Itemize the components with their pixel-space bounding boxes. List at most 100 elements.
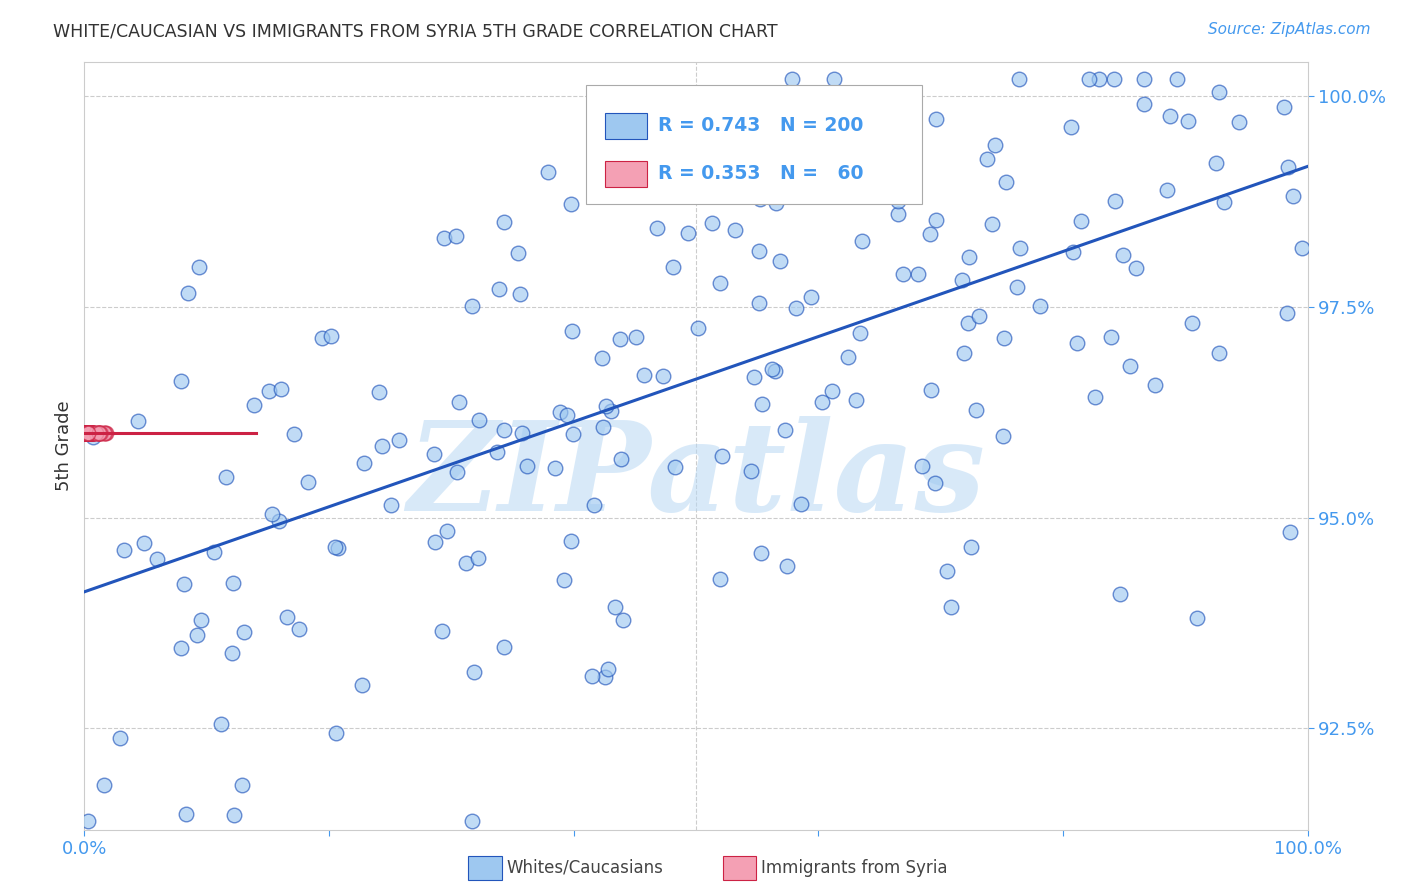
Point	[87, 426, 110, 441]
Point	[423, 535, 446, 549]
Point	[89, 426, 111, 441]
Point	[907, 267, 929, 281]
Point	[1277, 160, 1299, 174]
Point	[209, 717, 232, 731]
Point	[73, 426, 96, 441]
Point	[288, 622, 311, 636]
Point	[773, 423, 796, 437]
Point	[73, 426, 96, 441]
Point	[709, 572, 731, 586]
Point	[995, 175, 1018, 189]
Point	[959, 541, 981, 555]
Point	[82, 426, 104, 441]
Point	[510, 426, 533, 441]
Point	[77, 426, 100, 441]
Point	[368, 385, 391, 400]
Point	[595, 399, 617, 413]
Point	[724, 181, 747, 195]
Point	[75, 426, 97, 441]
Point	[1205, 156, 1227, 170]
Point	[494, 640, 516, 654]
Point	[76, 426, 98, 441]
Point	[75, 426, 97, 441]
Point	[761, 362, 783, 376]
Point	[73, 426, 96, 441]
Point	[94, 426, 117, 441]
Point	[1084, 390, 1107, 404]
Point	[645, 220, 668, 235]
Point	[73, 426, 96, 441]
Point	[583, 498, 606, 512]
Point	[886, 194, 908, 208]
Point	[1005, 280, 1028, 294]
Point	[190, 613, 212, 627]
Point	[467, 551, 489, 566]
Point	[430, 624, 453, 638]
Point	[610, 451, 633, 466]
FancyBboxPatch shape	[606, 161, 647, 187]
Point	[967, 309, 990, 323]
Point	[1118, 359, 1140, 374]
Point	[79, 426, 101, 441]
Point	[591, 351, 613, 366]
Point	[73, 426, 96, 441]
FancyBboxPatch shape	[586, 86, 922, 204]
Point	[84, 426, 107, 441]
Point	[73, 426, 96, 441]
Point	[561, 324, 583, 338]
Point	[446, 465, 468, 479]
Point	[1166, 72, 1188, 87]
Point	[661, 260, 683, 275]
Point	[851, 234, 873, 248]
Point	[925, 213, 948, 227]
Point	[506, 245, 529, 260]
Point	[555, 408, 578, 422]
Point	[709, 277, 731, 291]
Point	[1007, 72, 1029, 87]
Point	[110, 731, 132, 746]
Point	[75, 426, 97, 441]
Point	[90, 426, 112, 441]
Point	[267, 514, 290, 528]
Point	[73, 426, 96, 441]
Point	[82, 426, 104, 441]
Point	[1208, 345, 1230, 359]
Point	[924, 475, 946, 490]
Text: R = 0.353   N =   60: R = 0.353 N = 60	[658, 164, 863, 183]
Point	[73, 426, 96, 441]
Point	[79, 426, 101, 441]
Point	[177, 286, 200, 301]
Point	[492, 423, 515, 437]
Point	[170, 640, 193, 655]
Point	[957, 250, 980, 264]
Point	[75, 426, 97, 441]
Point	[73, 426, 96, 441]
Point	[711, 449, 734, 463]
Point	[935, 564, 957, 578]
Point	[1187, 611, 1209, 625]
Point	[76, 426, 98, 441]
Point	[925, 112, 948, 127]
Point	[700, 216, 723, 230]
Point	[260, 507, 283, 521]
Point	[127, 414, 149, 428]
Point	[187, 260, 209, 275]
Point	[592, 420, 614, 434]
Point	[1066, 335, 1088, 350]
Point	[80, 426, 103, 441]
Point	[678, 226, 700, 240]
Point	[1070, 214, 1092, 228]
Point	[468, 413, 491, 427]
Point	[297, 475, 319, 490]
Point	[911, 458, 934, 473]
Point	[1132, 72, 1154, 87]
Point	[1028, 299, 1050, 313]
Point	[984, 138, 1007, 153]
Point	[221, 646, 243, 660]
Point	[436, 524, 458, 538]
Point	[560, 197, 582, 211]
Point	[93, 779, 115, 793]
Point	[516, 458, 538, 473]
Point	[845, 393, 868, 408]
Point	[1112, 248, 1135, 262]
